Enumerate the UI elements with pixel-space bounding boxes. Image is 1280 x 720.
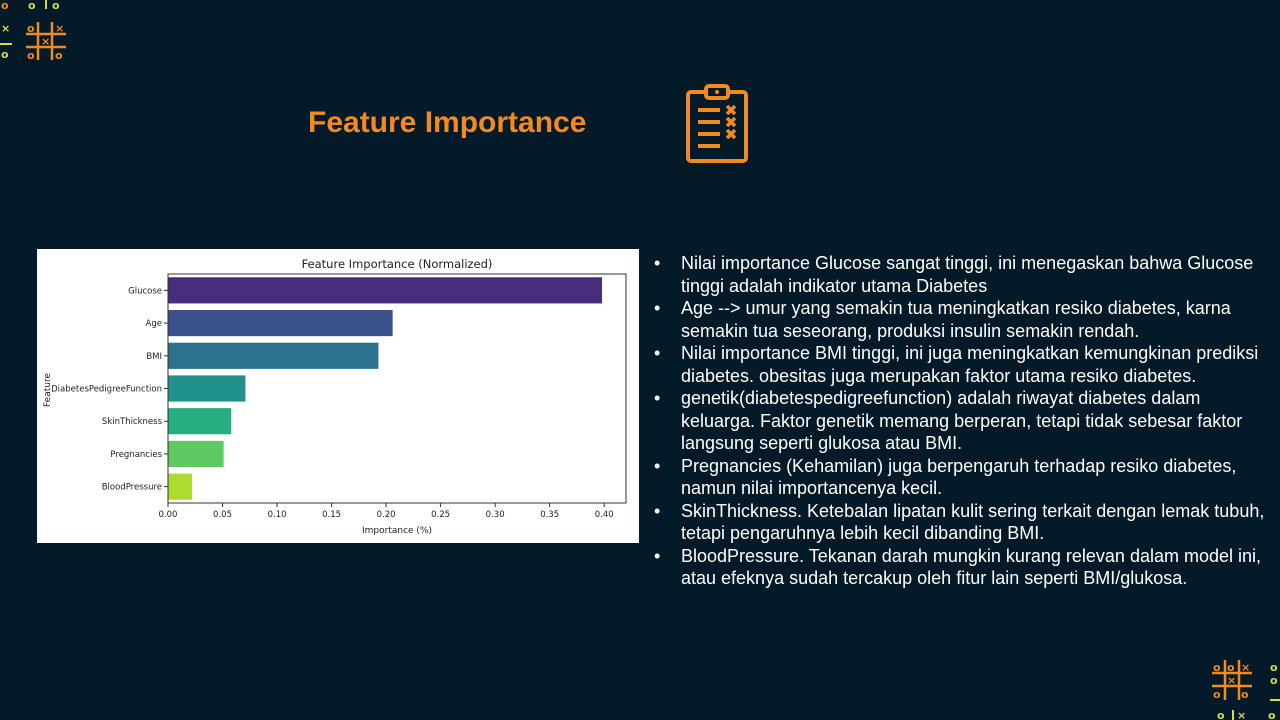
svg-text:o: o [55,49,63,62]
bullet-item: Pregnancies (Kehamilan) juga berpengaruh… [652,455,1267,500]
y-tick-label: Age [146,319,162,329]
svg-text:o: o [1,0,9,12]
svg-text:×: × [1241,661,1250,674]
svg-text:o: o [1270,661,1278,674]
y-tick-label: SkinThickness [102,417,163,427]
bar [168,277,603,304]
svg-text:o: o [1,48,9,61]
chart-xlabel: Importance (%) [362,526,432,536]
plot-frame [167,273,627,504]
bullet-item: Nilai importance BMI tinggi, ini juga me… [652,342,1267,387]
x-tick-label: 0.30 [486,510,505,520]
x-tick-label: 0.15 [322,510,341,520]
bar [168,342,379,369]
svg-text:o: o [1241,688,1249,701]
y-tick-label: BloodPressure [102,483,162,493]
bullet-item: BloodPressure. Tekanan darah mungkin kur… [652,545,1267,590]
y-tick-label: Glucose [128,286,162,296]
bullet-item: Age --> umur yang semakin tua meningkatk… [652,297,1267,342]
chart-canvas: Feature Importance (Normalized) Importan… [43,257,627,536]
svg-text:×: × [1227,674,1236,687]
bar [168,408,232,435]
svg-text:o: o [28,0,36,12]
svg-text:o: o [1268,709,1276,720]
svg-text:o: o [27,49,35,62]
svg-text:o: o [27,22,35,35]
svg-text:o: o [1217,709,1225,720]
svg-text:×: × [1,22,10,35]
tic-tac-toe-icon: o o × × o o o o o × o [1208,656,1280,720]
clipboard-checklist-icon [684,84,750,164]
insight-bullet-list: Nilai importance Glucose sangat tinggi, … [652,252,1267,590]
bar [168,375,246,402]
bar [168,473,192,500]
bullet-item: Nilai importance Glucose sangat tinggi, … [652,252,1267,297]
chart-title: Feature Importance (Normalized) [302,257,493,271]
tic-tac-toe-icon: o × o o o o × × o o [0,0,70,64]
slide-title: Feature Importance [308,106,587,139]
x-tick-label: 0.35 [540,510,559,520]
bullet-item: SkinThickness. Ketebalan lipatan kulit s… [652,500,1267,545]
svg-text:o: o [1213,661,1221,674]
bullet-item: genetik(diabetespedigreefunction) adalah… [652,387,1267,455]
x-tick-label: 0.10 [268,510,287,520]
bar [168,440,224,468]
x-tick-label: 0.20 [377,510,396,520]
feature-importance-chart: Feature Importance (Normalized) Importan… [37,249,639,543]
chart-ylabel: Feature [43,373,53,407]
bar [168,309,393,337]
svg-text:o: o [1270,674,1278,687]
x-tick-label: 0.40 [595,510,614,520]
y-tick-label: Pregnancies [110,450,162,460]
svg-text:o: o [1213,688,1221,701]
y-tick-label: BMI [146,352,162,362]
y-tick-label: DiabetesPedigreeFunction [51,385,162,395]
x-tick-label: 0.25 [431,510,450,520]
svg-text:×: × [41,35,50,48]
svg-text:×: × [1237,709,1246,720]
x-tick-label: 0.05 [213,510,232,520]
x-tick-label: 0.00 [159,510,178,520]
svg-text:o: o [52,0,60,12]
svg-text:o: o [1227,661,1235,674]
svg-text:×: × [55,22,64,35]
